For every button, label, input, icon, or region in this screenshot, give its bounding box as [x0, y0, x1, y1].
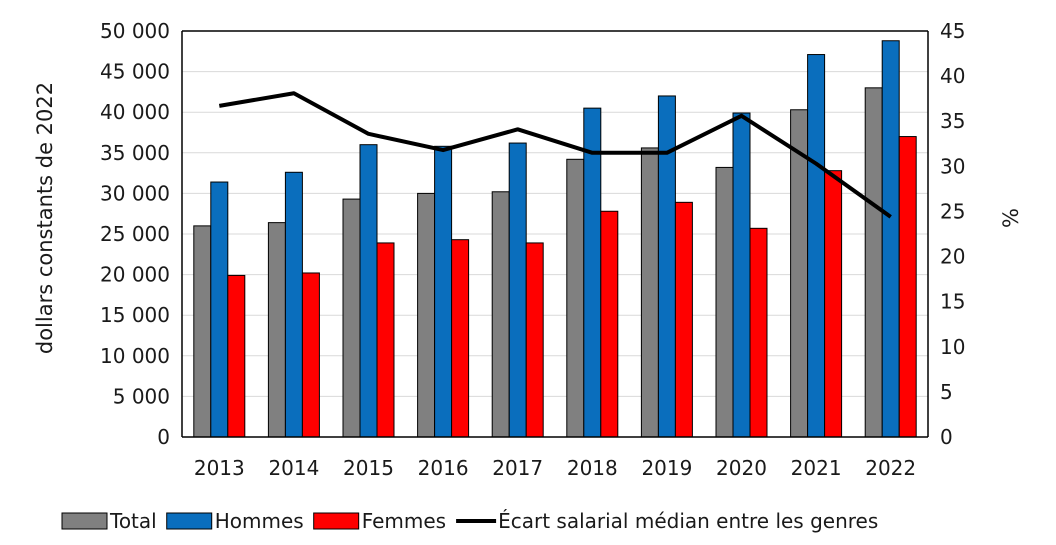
axes [181, 30, 929, 438]
bar-hommes-2017 [508, 142, 527, 438]
bars [193, 40, 917, 438]
bar-femmes-2016 [451, 239, 470, 438]
bar-femmes-2014 [301, 272, 320, 438]
legend-swatch-femmes [313, 512, 360, 530]
bar-hommes-2020 [732, 112, 751, 438]
x-tick-label: 2017 [492, 456, 543, 480]
y-tick-label: 5 000 [113, 384, 170, 408]
y-axis-title: dollars constants de 2022 [33, 82, 57, 354]
bar-total-2013 [193, 225, 212, 438]
bar-hommes-2016 [434, 145, 453, 438]
bar-femmes-2020 [749, 227, 768, 438]
bar-femmes-2015 [376, 242, 395, 438]
legend-label: Femmes [362, 509, 446, 533]
y-tick-label: 40 000 [100, 100, 170, 124]
bar-femmes-2022 [898, 136, 917, 438]
y2-tick-label: 10 [940, 335, 965, 359]
legend-swatch-total [61, 512, 108, 530]
x-tick-label: 2015 [343, 456, 394, 480]
y2-tick-label: 40 [940, 64, 965, 88]
y2-tick-label: 25 [940, 199, 965, 223]
y-tick-label: 0 [157, 425, 170, 449]
legend: Total Hommes Femmes Écart salarial médian e… [61, 509, 878, 533]
bar-hommes-2022 [881, 40, 900, 438]
bar-hommes-2021 [807, 54, 826, 438]
bar-total-2018 [566, 158, 585, 438]
x-tick-label: 2021 [791, 456, 842, 480]
y-axis-tick-labels: 0 5 000 10 000 15 000 20 000 25 000 30 000 35 0… [100, 19, 170, 449]
legend-swatch-hommes [166, 512, 213, 530]
bar-total-2019 [640, 147, 659, 438]
y-tick-label: 45 000 [100, 60, 170, 84]
x-tick-label: 2022 [865, 456, 916, 480]
bar-hommes-2019 [657, 95, 676, 438]
x-tick-label: 2013 [194, 456, 245, 480]
x-tick-label: 2020 [716, 456, 767, 480]
bar-hommes-2018 [583, 107, 602, 438]
bar-total-2022 [864, 87, 883, 438]
bar-total-2020 [715, 166, 734, 438]
y2-tick-label: 0 [940, 425, 953, 449]
bar-hommes-2015 [359, 144, 378, 438]
x-tick-label: 2019 [641, 456, 692, 480]
y-tick-label: 20 000 [100, 263, 170, 287]
bar-total-2015 [342, 198, 361, 438]
bar-femmes-2021 [824, 170, 843, 438]
y2-tick-label: 20 [940, 245, 965, 269]
y2-tick-label: 35 [940, 109, 965, 133]
y-tick-label: 50 000 [100, 19, 170, 43]
bar-femmes-2017 [525, 242, 544, 438]
x-axis-tick-labels: 2013 2014 2015 2016 2017 2018 2019 2020 2021 2022 [194, 456, 916, 480]
bar-hommes-2013 [210, 181, 229, 438]
y2-tick-label: 30 [940, 154, 965, 178]
bar-femmes-2019 [674, 201, 693, 438]
y2-axis-tick-labels: 0 5 10 15 20 25 30 35 40 45 [940, 19, 965, 449]
bar-hommes-2014 [284, 171, 303, 438]
bar-femmes-2013 [227, 274, 246, 438]
y-tick-label: 10 000 [100, 344, 170, 368]
gap-line [218, 91, 892, 219]
y2-axis-title: % [999, 208, 1023, 228]
x-tick-label: 2018 [567, 456, 618, 480]
y2-tick-label: 15 [940, 290, 965, 314]
bar-femmes-2018 [600, 210, 619, 438]
y-tick-label: 25 000 [100, 222, 170, 246]
y2-tick-label: 5 [940, 380, 953, 404]
x-tick-label: 2016 [418, 456, 469, 480]
bar-total-2017 [491, 191, 510, 438]
legend-label: Total [109, 509, 157, 533]
legend-label: Écart salarial médian entre les genres [498, 509, 878, 533]
bar-total-2014 [267, 222, 286, 438]
x-tick-label: 2014 [268, 456, 319, 480]
y-tick-label: 15 000 [100, 303, 170, 327]
y2-tick-label: 45 [940, 19, 965, 43]
legend-label: Hommes [215, 509, 304, 533]
y-tick-label: 35 000 [100, 141, 170, 165]
bar-total-2016 [417, 192, 436, 438]
series-line-ecart [218, 91, 892, 219]
y-tick-label: 30 000 [100, 181, 170, 205]
